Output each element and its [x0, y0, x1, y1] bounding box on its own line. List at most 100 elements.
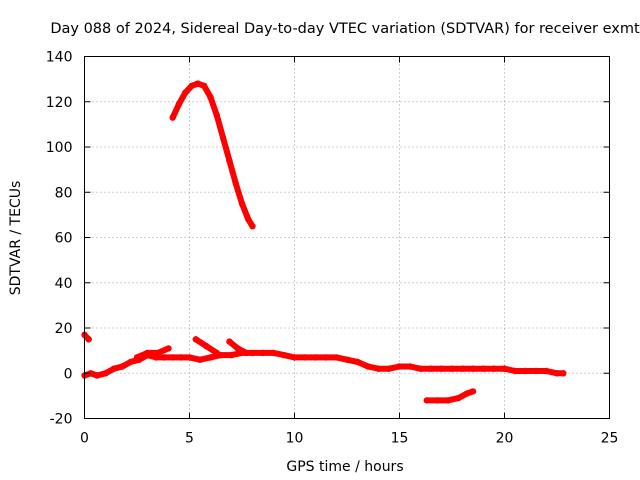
- data-point: [333, 354, 340, 361]
- data-point: [434, 397, 441, 404]
- x-tick-label: 10: [286, 431, 304, 447]
- data-point: [226, 157, 233, 164]
- data-point: [110, 365, 118, 372]
- data-point: [375, 365, 382, 372]
- data-point: [207, 354, 214, 361]
- data-point: [291, 354, 298, 361]
- x-tick-label: 5: [185, 431, 194, 447]
- data-point: [249, 223, 256, 230]
- data-point: [226, 338, 233, 345]
- data-point: [201, 82, 208, 90]
- data-point: [182, 89, 189, 96]
- y-tick-label: 0: [64, 366, 73, 382]
- data-point: [469, 388, 477, 395]
- grid-layer: [84, 56, 610, 419]
- data-point: [417, 365, 424, 372]
- data-point: [406, 363, 414, 370]
- data-point: [455, 394, 462, 402]
- data-point: [280, 351, 288, 359]
- data-point: [188, 82, 195, 90]
- data-point: [207, 94, 214, 101]
- data-point: [259, 349, 267, 357]
- data-point: [169, 114, 176, 121]
- data-point: [234, 345, 241, 352]
- data-point: [448, 365, 456, 372]
- data-point: [444, 397, 451, 404]
- data-point: [175, 100, 183, 108]
- data-point: [213, 349, 220, 357]
- data-point: [343, 356, 351, 363]
- y-axis-label: SDTVAR / TECUs: [8, 181, 24, 296]
- data-point: [385, 365, 393, 372]
- series-arc-side-1: [134, 345, 172, 361]
- data-point: [196, 356, 204, 363]
- data-point: [238, 200, 246, 207]
- data-point: [322, 354, 330, 361]
- data-point: [543, 367, 550, 375]
- data-point: [144, 349, 151, 357]
- data-point: [459, 365, 466, 372]
- data-point: [186, 354, 193, 361]
- data-point: [177, 354, 185, 361]
- x-tick-label: 25: [601, 431, 619, 447]
- tick-layer: 0 5 10 15 20 25 -20 0 20 40 60 80 100 120 140: [46, 50, 619, 447]
- data-point: [85, 336, 92, 343]
- data-point: [219, 134, 227, 142]
- data-point: [480, 365, 487, 372]
- data-point: [93, 372, 101, 379]
- data-point: [245, 216, 252, 223]
- data-point: [169, 354, 176, 361]
- data-point: [243, 349, 250, 357]
- data-point: [133, 354, 141, 361]
- data-point: [469, 365, 477, 372]
- data-point: [203, 342, 210, 350]
- data-point: [532, 367, 540, 375]
- data-point: [312, 354, 319, 361]
- data-point: [522, 367, 529, 375]
- data-point: [354, 358, 361, 366]
- data-point: [511, 367, 519, 375]
- data-point: [194, 80, 202, 87]
- data-point: [154, 349, 162, 357]
- data-point: [560, 370, 567, 377]
- data-point: [396, 363, 403, 370]
- y-tick-label: 60: [55, 231, 73, 247]
- x-axis-label: GPS time / hours: [286, 459, 403, 475]
- y-tick-label: 100: [46, 140, 73, 156]
- data-point: [438, 365, 445, 372]
- data-point: [490, 365, 498, 372]
- y-tick-label: 140: [46, 50, 73, 66]
- data-point: [213, 112, 220, 119]
- y-tick-label: 40: [55, 276, 73, 292]
- x-tick-label: 0: [80, 431, 89, 447]
- y-tick-label: 80: [55, 185, 73, 201]
- data-point: [423, 397, 430, 404]
- y-tick-label: -20: [50, 412, 73, 428]
- y-tick-label: 120: [46, 95, 73, 111]
- data-point: [87, 370, 95, 377]
- data-point: [161, 354, 168, 361]
- data-point: [232, 180, 239, 187]
- plot-frame: [84, 56, 610, 419]
- data-point: [127, 358, 134, 366]
- data-point: [301, 354, 309, 361]
- data-point: [364, 363, 372, 370]
- data-point: [165, 345, 172, 352]
- x-tick-label: 20: [496, 431, 514, 447]
- x-tick-label: 15: [391, 431, 409, 447]
- data-point: [501, 365, 508, 372]
- data-point: [228, 351, 235, 359]
- data-point: [192, 336, 199, 343]
- data-point: [270, 349, 277, 357]
- data-point: [463, 390, 470, 397]
- data-point: [553, 370, 561, 377]
- data-point: [427, 365, 435, 372]
- data-point: [102, 370, 109, 377]
- data-point: [119, 363, 126, 370]
- y-tick-label: 20: [55, 321, 73, 337]
- chart-title: Day 088 of 2024, Sidereal Day-to-day VTE…: [50, 21, 640, 37]
- data-layer: [81, 80, 567, 404]
- data-point: [249, 349, 256, 357]
